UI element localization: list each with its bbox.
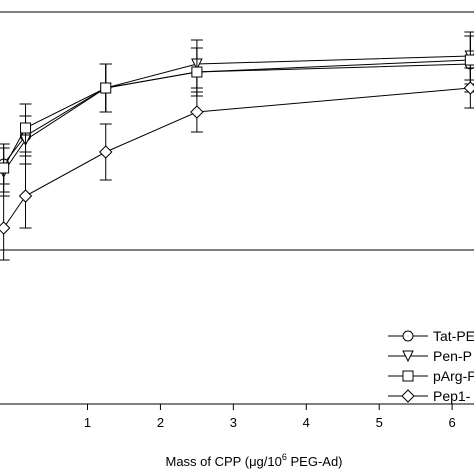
x-tick-label-6: 6	[449, 415, 456, 430]
series-line-2	[3, 59, 471, 169]
data-point-3-1	[18, 189, 33, 203]
series-line-1	[3, 55, 471, 173]
x-tick-label-2: 2	[157, 415, 164, 430]
legend-entry-1: Pen-P	[388, 348, 472, 364]
x-tick-label-4: 4	[303, 415, 310, 430]
x-axis-label: Mass of CPP (μg/106 PEG-Ad)	[166, 452, 343, 469]
legend-marker-0	[402, 330, 414, 342]
legend-marker-2	[402, 370, 414, 382]
legend-label-0: Tat-PE	[433, 328, 474, 344]
legend-marker-1	[402, 350, 414, 363]
x-tick-label-5: 5	[376, 415, 383, 430]
legend-marker-3	[401, 389, 415, 403]
data-point-2-2	[100, 82, 112, 94]
series-layer	[0, 31, 474, 261]
legend-label-1: Pen-P	[433, 348, 472, 364]
x-tick-label-1: 1	[84, 415, 91, 430]
legend: Tat-PE Pen-P pArg-P Pep1-	[388, 328, 474, 404]
legend-entry-0: Tat-PE	[388, 328, 474, 344]
data-point-2-4	[464, 54, 474, 66]
data-point-3-0	[0, 221, 11, 235]
x-axis: 1 2 3 4 5 6	[84, 404, 456, 430]
legend-entry-3: Pep1-	[388, 388, 471, 404]
data-point-3-2	[99, 145, 113, 159]
data-point-2-1	[20, 122, 32, 134]
x-tick-label-3: 3	[230, 415, 237, 430]
data-point-3-4	[463, 81, 474, 95]
series-3	[0, 67, 474, 261]
plot-frame	[0, 11, 474, 405]
series-line-0	[3, 63, 471, 165]
data-point-2-0	[0, 162, 10, 174]
data-point-2-3	[191, 66, 203, 78]
series-2	[0, 35, 474, 193]
data-point-3-3	[190, 105, 204, 119]
legend-entry-2: pArg-P	[388, 368, 474, 384]
legend-label-3: Pep1-	[433, 388, 471, 404]
legend-label-2: pArg-P	[433, 368, 474, 384]
